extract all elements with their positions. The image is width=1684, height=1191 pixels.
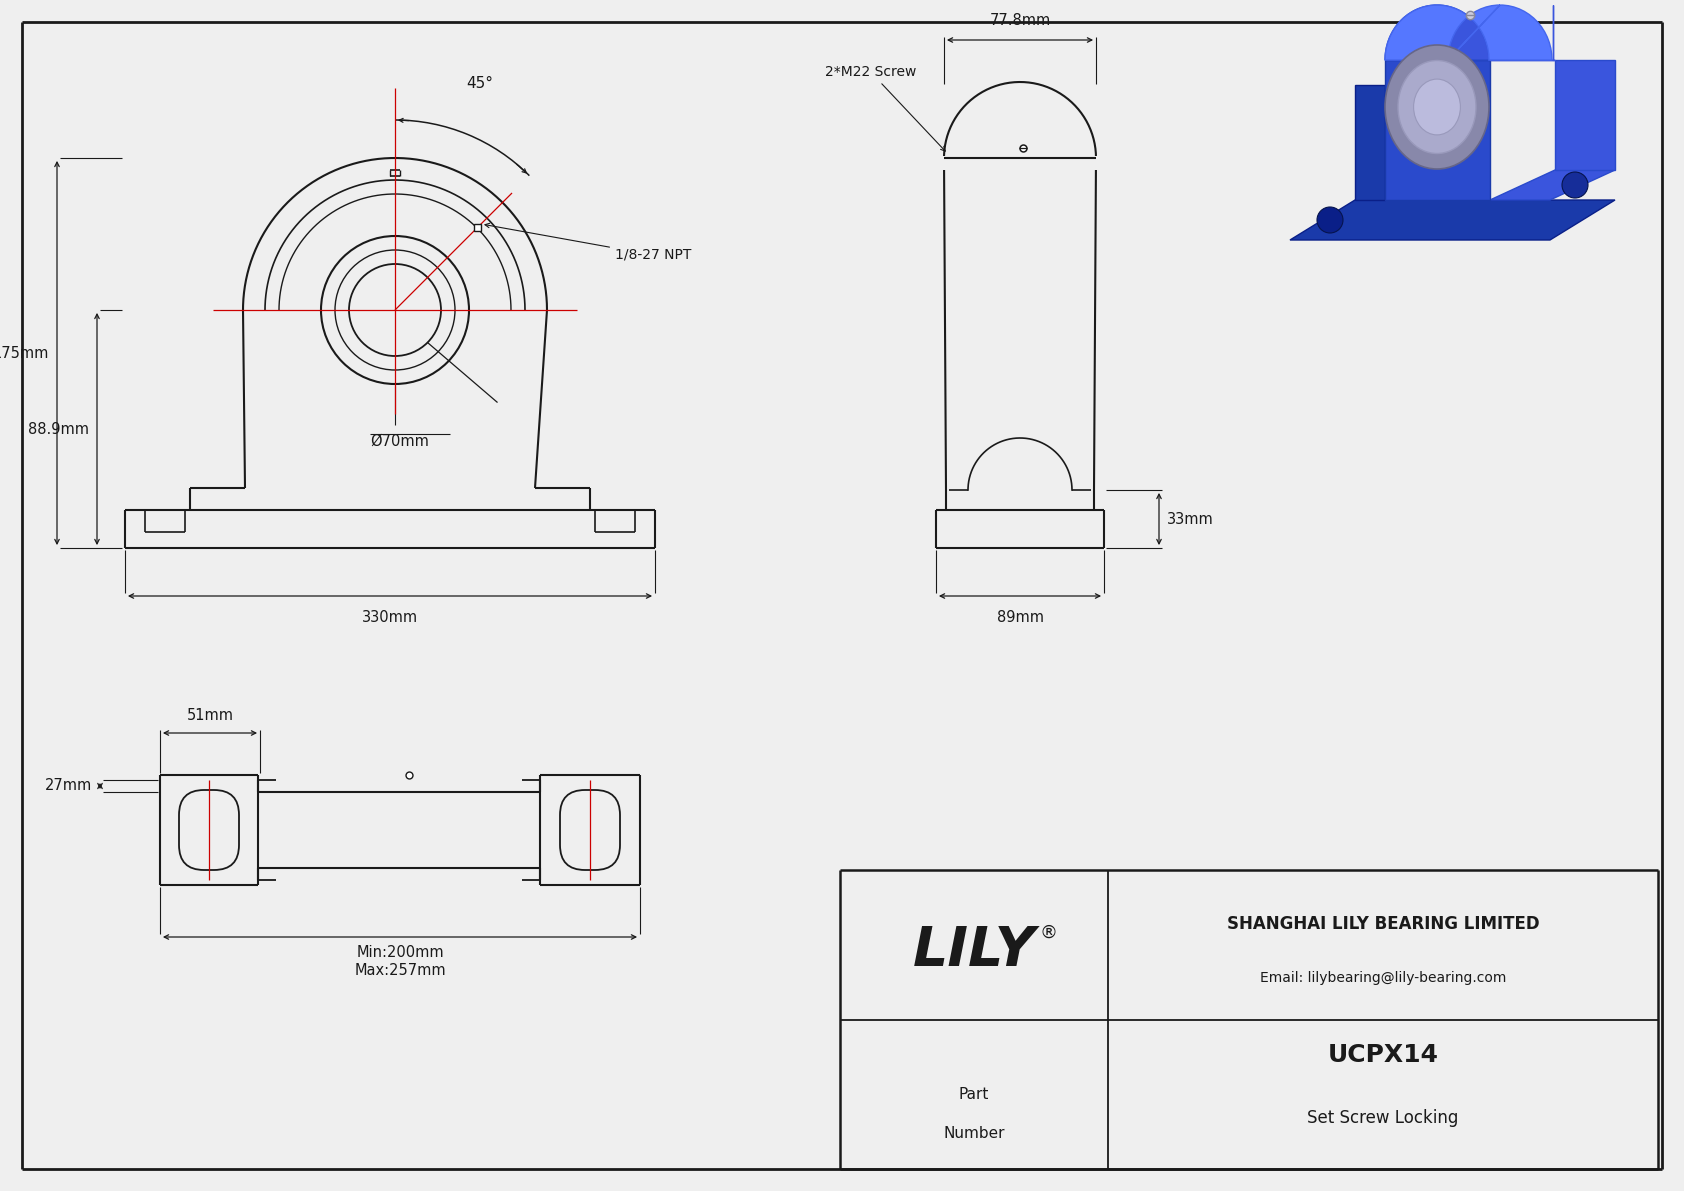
Text: Part: Part: [958, 1086, 989, 1102]
Polygon shape: [1384, 5, 1553, 60]
Text: Set Screw Locking: Set Screw Locking: [1307, 1109, 1458, 1127]
Text: 51mm: 51mm: [187, 707, 234, 723]
Polygon shape: [1290, 200, 1615, 241]
Text: SHANGHAI LILY BEARING LIMITED: SHANGHAI LILY BEARING LIMITED: [1226, 915, 1539, 933]
Text: Number: Number: [943, 1125, 1005, 1141]
Ellipse shape: [1413, 79, 1460, 135]
Bar: [473, 224, 480, 231]
Text: 330mm: 330mm: [362, 610, 418, 625]
Text: 89mm: 89mm: [997, 610, 1044, 625]
Polygon shape: [1384, 5, 1490, 60]
Text: ®: ®: [1041, 924, 1058, 942]
Text: 45°: 45°: [466, 75, 493, 91]
Text: Max:257mm: Max:257mm: [354, 964, 446, 978]
Text: 1/8-27 NPT: 1/8-27 NPT: [485, 223, 692, 262]
Polygon shape: [1490, 5, 1554, 60]
Polygon shape: [1356, 85, 1384, 200]
Bar: [940, 156, 1101, 170]
Text: UCPX14: UCPX14: [1327, 1043, 1438, 1067]
Circle shape: [1317, 207, 1344, 233]
Text: 77.8mm: 77.8mm: [990, 13, 1051, 29]
Text: 33mm: 33mm: [1167, 511, 1214, 526]
Text: 27mm: 27mm: [45, 779, 93, 793]
Text: Min:200mm: Min:200mm: [357, 944, 445, 960]
Polygon shape: [1490, 170, 1615, 200]
Circle shape: [1563, 172, 1588, 198]
Ellipse shape: [1398, 61, 1475, 154]
Text: Ø70mm: Ø70mm: [370, 434, 429, 449]
Text: LILY: LILY: [913, 924, 1036, 978]
Text: Email: lilybearing@lily-bearing.com: Email: lilybearing@lily-bearing.com: [1260, 971, 1505, 985]
Polygon shape: [1554, 60, 1615, 170]
Polygon shape: [1384, 60, 1490, 200]
Ellipse shape: [1384, 45, 1489, 169]
Text: 88.9mm: 88.9mm: [29, 422, 89, 436]
Text: 2*M22 Screw: 2*M22 Screw: [825, 66, 945, 151]
Text: 175mm: 175mm: [0, 345, 49, 361]
